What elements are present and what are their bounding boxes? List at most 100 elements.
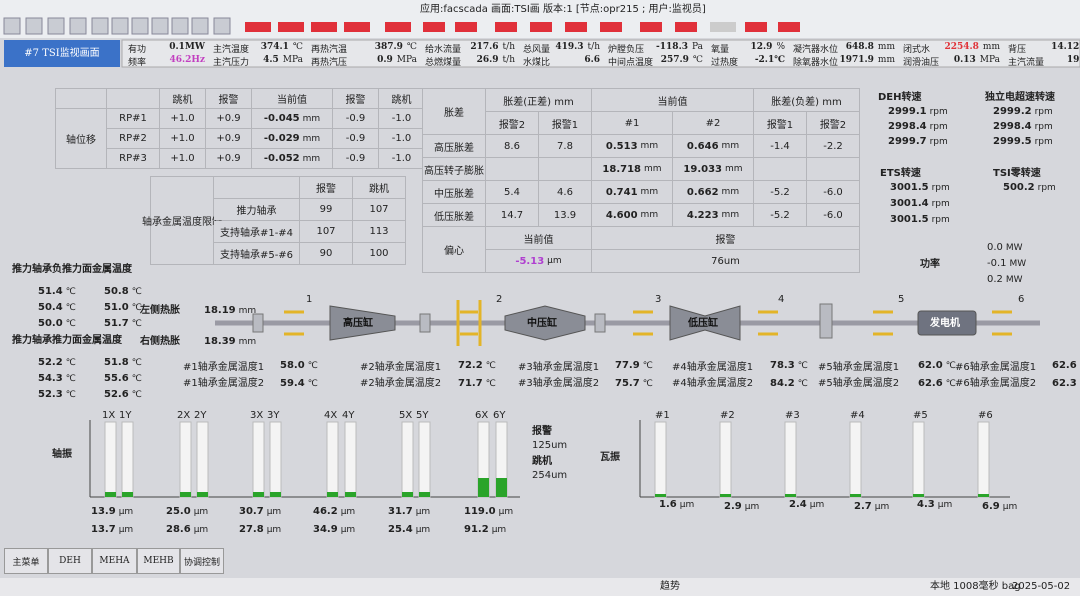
unit: rpm [931,215,950,225]
text: +0.9 [216,153,241,164]
table-cell: 107 [353,199,405,220]
label: 轴振 [52,449,72,460]
text: 52.6 [104,389,129,400]
table-cell: 报警 [206,89,251,108]
text: 75.7 [615,378,640,389]
label: 254um [532,470,568,481]
text: 99 [319,204,333,215]
label: #6 [978,410,993,421]
text: 8.6 [504,140,520,152]
table-cell: 100 [353,243,405,264]
text: +1.0 [170,153,195,164]
text: 再热汽压 [311,58,348,68]
text: +0.9 [216,113,241,124]
text: 12.9 [750,42,773,52]
nav-button[interactable]: 主菜单 [4,548,48,574]
table-cell: 113 [353,221,405,242]
value: 2999.2 rpm [993,106,1053,118]
text: 当前值 [657,96,688,108]
table-cell: 76um [592,250,859,272]
text: 当前值 [277,95,307,106]
label: #2轴承金属温度2 [360,378,442,389]
label: 2Y [194,410,207,421]
text: 257.9 [660,55,689,65]
text: 71.7 [458,378,483,389]
nav-button[interactable]: DEH [48,548,92,574]
value: 52.3 ℃ [38,389,76,401]
value: 3001.4 rpm [890,198,950,210]
vib-bar [784,421,797,498]
unit: ℃ [65,390,76,400]
text: 过热度 [711,58,739,68]
status-cell: 氧量 12.9% [711,42,785,55]
value: 25.0 µm [166,506,208,518]
table-cell: 报警1 [754,112,806,134]
label: #1轴承金属温度1 [183,362,265,373]
text: 推力轴承 [236,206,277,217]
text: 总燃煤量 [425,58,462,68]
text: 59.4 [280,378,305,389]
vib-fill [478,478,489,497]
label: 1X [102,410,116,421]
text: 高压转子膨胀 [424,165,484,177]
value: 3001.5 rpm [890,182,950,194]
text: 28.6 [166,524,191,535]
text: 胀差(正差) mm [503,96,574,108]
unit: µm [937,500,953,510]
vib-fill [850,494,861,497]
text: 217.6 [470,42,499,52]
text: 387.9 [374,42,403,52]
label: 报警 [532,426,552,437]
vib-bar [654,421,667,498]
table-cell [539,158,591,180]
text: 55.6 [104,373,129,384]
text: 高压胀差 [434,142,474,154]
nav-button[interactable]: MEHB [137,548,180,574]
text: 199.5 [1066,55,1080,65]
label: 功率 [920,259,940,270]
text: 34.9 [313,524,338,535]
unit: ℃ [131,319,142,329]
text: 3001.4 [890,198,929,209]
unit: mm [238,337,257,347]
unit: mm [302,133,321,144]
title-box [4,40,120,67]
value: 2.4 µm [789,499,824,511]
text: -6.0 [823,186,843,198]
table-cell: -5.2 [754,204,806,226]
table-cell: 胀差(正差) mm [486,89,591,111]
label: 1Y [119,410,132,421]
table-cell: 跳机 [379,89,424,108]
label: 5X [399,410,413,421]
text: 13.9 [553,209,577,221]
text: 跳机 [391,95,412,106]
label: TSI零转速 [993,168,1041,179]
text: 0.2 [987,274,1003,285]
unit: mm [640,187,659,197]
unit: ℃ [131,303,142,313]
value: 51.4 ℃ [38,286,76,298]
text: 润滑油压 [903,58,940,68]
table-cell: -0.045 mm [252,109,332,128]
value: 31.7 µm [388,506,430,518]
unit: ℃ [642,361,653,371]
nav-button[interactable]: 协调控制 [180,548,224,574]
table-cell: 0.662 mm [673,181,753,203]
table-cell: 报警2 [807,112,859,134]
nav-button[interactable]: MEHA [92,548,137,574]
toolbar-alarm-buttons[interactable] [245,22,800,32]
text: 58.0 [280,360,305,371]
value: 62.6℃ [918,378,956,390]
text: -1.0 [391,133,412,144]
text: -0.9 [345,113,366,124]
unit: rpm [1034,122,1053,132]
text: 25.4 [388,524,413,535]
label: 3 [655,294,662,305]
vib-fill [345,492,356,497]
label: 4 [778,294,785,305]
vib-bar [196,421,209,498]
text: -0.9 [345,133,366,144]
value: 4.3 µm [917,499,952,511]
table-cell: 支持轴承#5-#6 [214,243,299,264]
